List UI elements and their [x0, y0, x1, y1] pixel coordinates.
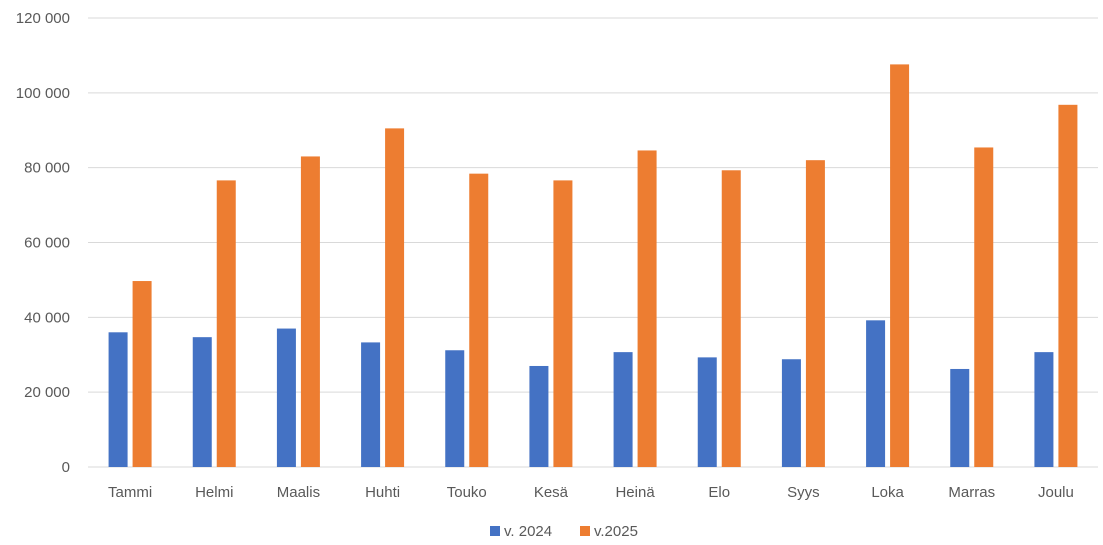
bar-2025: [721, 170, 741, 467]
legend-swatch: [490, 526, 500, 536]
bar-2024: [613, 352, 633, 467]
y-tick-label: 40 000: [24, 309, 70, 326]
bar-2025: [216, 180, 236, 467]
x-tick-label: Joulu: [1038, 484, 1074, 501]
bar-2025: [890, 64, 910, 467]
x-tick-label: Heinä: [615, 484, 655, 501]
bar-2025: [974, 147, 994, 467]
gridlines: [88, 17, 1098, 468]
legend-swatch: [580, 526, 590, 536]
bar-2025: [637, 150, 657, 467]
x-tick-label: Helmi: [195, 484, 233, 501]
y-tick-label: 60 000: [24, 235, 70, 252]
bar-2025: [805, 160, 825, 467]
x-tick-label: Tammi: [108, 484, 152, 501]
bar-2024: [361, 342, 381, 467]
x-tick-label: Elo: [708, 484, 730, 501]
y-tick-label: 100 000: [16, 85, 70, 102]
bar-2024: [529, 365, 549, 467]
bar-2024: [1034, 352, 1054, 467]
x-axis: Tammi Helmi Maalis Huhti Touko Kesä Heinä Elo Sy…: [108, 484, 1074, 501]
y-tick-label: 120 000: [16, 10, 70, 27]
bar-2025: [469, 173, 489, 468]
x-tick-label: Marras: [948, 484, 995, 501]
legend-label: v. 2024: [504, 523, 552, 540]
y-axis: 0 20 000 40 000 60 000 80 000 100 000 120 000: [16, 10, 70, 476]
y-tick-label: 80 000: [24, 160, 70, 177]
x-tick-label: Kesä: [534, 484, 569, 501]
x-tick-label: Maalis: [277, 484, 320, 501]
bar-2024: [697, 357, 717, 467]
x-tick-label: Loka: [871, 484, 904, 501]
x-tick-label: Huhti: [365, 484, 400, 501]
bar-2024: [276, 328, 296, 467]
y-tick-label: 20 000: [24, 384, 70, 401]
bar-2025: [300, 156, 320, 468]
bar-2025: [132, 281, 152, 467]
bar-2025: [1058, 104, 1078, 467]
bar-2024: [108, 332, 128, 467]
bar-2024: [192, 337, 212, 467]
bar-2024: [866, 320, 886, 467]
bar-2025: [553, 180, 573, 467]
bar-2025: [385, 128, 405, 468]
bar-2024: [781, 359, 801, 467]
legend-label: v.2025: [594, 523, 638, 540]
x-tick-label: Syys: [787, 484, 820, 501]
bar-2024: [445, 350, 465, 467]
x-tick-label: Touko: [447, 484, 487, 501]
bars: [108, 64, 1078, 468]
y-tick-label: 0: [62, 459, 70, 476]
bar-2024: [950, 368, 970, 467]
legend: v. 2024 v.2025: [490, 523, 638, 540]
